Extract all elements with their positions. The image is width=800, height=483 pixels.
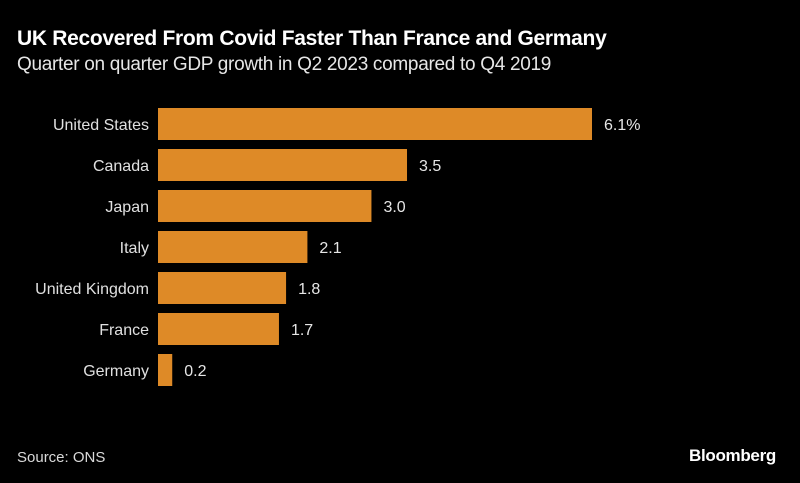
data-label: 6.1%	[604, 117, 640, 134]
bar	[158, 108, 592, 140]
data-label: 2.1	[319, 240, 341, 257]
category-label: Germany	[83, 363, 149, 380]
bar	[158, 313, 279, 345]
category-label: Italy	[120, 240, 149, 257]
bar	[158, 190, 372, 222]
category-label: France	[99, 322, 149, 339]
chart-title: UK Recovered From Covid Faster Than Fran…	[17, 27, 607, 50]
bar	[158, 272, 287, 304]
chart-subtitle: Quarter on quarter GDP growth in Q2 2023…	[17, 54, 552, 75]
category-label: United Kingdom	[35, 281, 149, 298]
bloomberg-logo: Bloomberg	[688, 446, 776, 465]
category-label: Canada	[93, 158, 149, 175]
source-note: Source: ONS	[17, 449, 106, 466]
data-label: 3.5	[419, 158, 441, 175]
data-label: 1.7	[291, 322, 313, 339]
bar	[158, 149, 408, 181]
category-label: United States	[53, 117, 149, 134]
bar	[158, 231, 308, 263]
data-label: 0.2	[184, 363, 206, 380]
category-label: Japan	[105, 199, 149, 216]
data-label: 1.8	[298, 281, 320, 298]
data-label: 3.0	[383, 199, 405, 216]
bar	[158, 354, 173, 386]
